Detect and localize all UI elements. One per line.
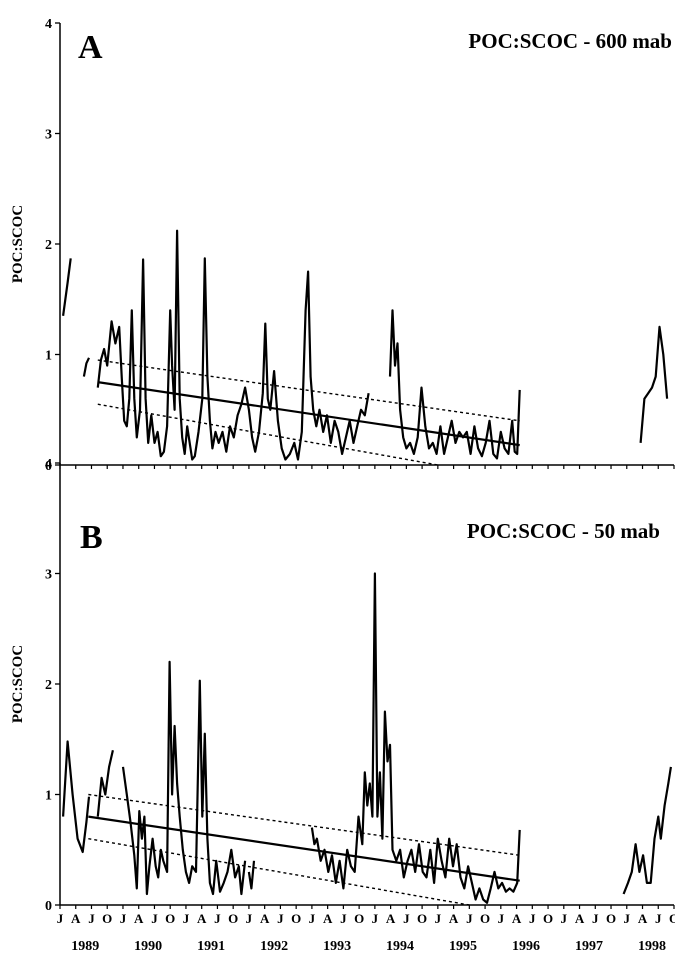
- x-month-label: O: [606, 911, 616, 926]
- panel-letter: B: [80, 519, 103, 556]
- x-month-label: A: [386, 911, 396, 926]
- x-year-label: 1993: [323, 939, 351, 954]
- x-month-label: J: [529, 911, 536, 926]
- x-month-label: A: [575, 911, 585, 926]
- x-month-label: J: [403, 911, 410, 926]
- x-month-label: J: [466, 911, 473, 926]
- x-year-label: 1989: [71, 939, 99, 954]
- x-month-label: J: [624, 911, 631, 926]
- data-series-segment: [96, 750, 114, 817]
- x-year-label: 1994: [386, 939, 414, 954]
- panel-b: 0 1 2 3 4 POC:SCOC B POC:SCOC - 50 mab: [10, 457, 675, 914]
- x-year-label: 1998: [638, 939, 666, 954]
- x-month-label: J: [57, 911, 64, 926]
- data-series-segment: [82, 357, 90, 377]
- x-month-label: A: [449, 911, 459, 926]
- x-month-label: J: [655, 911, 662, 926]
- panel-a: 0 1 2 3 4 POC:SCOC A POC:SCOC - 600 mab: [10, 17, 675, 474]
- x-year-label: 1997: [575, 939, 603, 954]
- x-month-label: A: [134, 911, 144, 926]
- y-axis-label: POC:SCOC: [10, 205, 26, 283]
- y-tick-label: 2: [45, 678, 52, 693]
- y-axis-label: POC:SCOC: [10, 645, 26, 723]
- x-year-label: 1992: [260, 939, 288, 954]
- y-tick-label: 0: [45, 459, 52, 474]
- x-month-label: A: [71, 911, 81, 926]
- y-tick-label: 4: [45, 17, 52, 32]
- data-series-segment: [639, 325, 669, 443]
- data-series-segment: [121, 660, 247, 896]
- x-month-label: O: [669, 911, 675, 926]
- x-month-label: A: [323, 911, 333, 926]
- x-year-label: 1995: [449, 939, 477, 954]
- x-year-label: 1990: [134, 939, 162, 954]
- x-month-label: J: [561, 911, 568, 926]
- trend-line: [97, 381, 520, 447]
- x-month-label: O: [291, 911, 301, 926]
- x-month-label: J: [309, 911, 316, 926]
- x-month-label: J: [214, 911, 221, 926]
- lower-bound-line: [88, 838, 470, 906]
- x-month-label: J: [183, 911, 190, 926]
- y-tick-label: 3: [45, 568, 52, 583]
- x-month-label: A: [197, 911, 207, 926]
- panel-title: POC:SCOC - 50 mab: [467, 519, 660, 543]
- y-tick-label: 0: [45, 899, 52, 914]
- x-month-label: J: [120, 911, 127, 926]
- upper-bound-line: [97, 359, 520, 422]
- data-series-segment: [96, 229, 370, 461]
- x-year-label: 1991: [197, 939, 225, 954]
- data-series-segment: [62, 740, 91, 854]
- x-month-label: J: [88, 911, 95, 926]
- x-month-label: J: [372, 911, 379, 926]
- x-month-label: O: [165, 911, 175, 926]
- x-month-label: O: [228, 911, 238, 926]
- y-tick-label: 1: [45, 789, 52, 804]
- x-month-label: A: [260, 911, 270, 926]
- x-month-label: J: [340, 911, 347, 926]
- panel-letter: A: [78, 29, 103, 66]
- y-tick-label: 4: [45, 457, 52, 472]
- panel-title: POC:SCOC - 600 mab: [468, 29, 672, 53]
- y-tick-label: 1: [45, 349, 52, 364]
- x-month-label: O: [480, 911, 490, 926]
- x-month-label: O: [417, 911, 427, 926]
- upper-bound-line: [88, 793, 520, 856]
- data-series-segment: [62, 258, 72, 316]
- x-year-label: 1996: [512, 939, 540, 954]
- x-month-label: O: [102, 911, 112, 926]
- data-series-segment: [388, 309, 521, 460]
- x-month-label: J: [592, 911, 599, 926]
- x-month-label: O: [354, 911, 364, 926]
- x-month-label: A: [512, 911, 522, 926]
- trend-line: [88, 815, 520, 882]
- data-series-segment: [622, 766, 672, 895]
- x-month-label: J: [498, 911, 505, 926]
- y-tick-label: 3: [45, 128, 52, 143]
- x-month-label: A: [638, 911, 648, 926]
- data-series-segment: [247, 860, 256, 890]
- x-month-label: O: [543, 911, 553, 926]
- x-month-label: J: [435, 911, 442, 926]
- y-tick-label: 2: [45, 238, 52, 253]
- data-series-segment: [310, 572, 521, 904]
- x-month-label: J: [277, 911, 284, 926]
- x-month-label: J: [246, 911, 253, 926]
- x-month-label: J: [151, 911, 158, 926]
